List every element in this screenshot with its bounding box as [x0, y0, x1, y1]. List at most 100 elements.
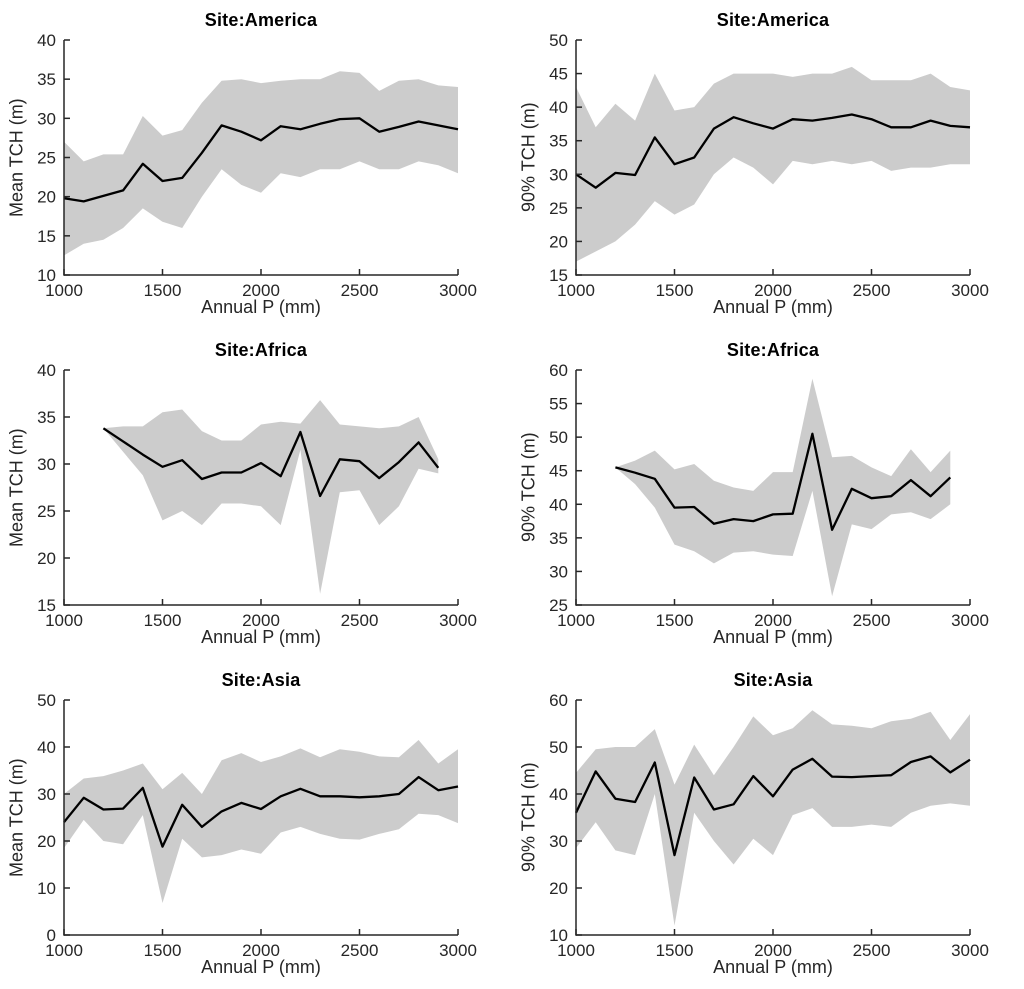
y-tick-label: 15 — [37, 227, 56, 246]
subplot-america-mean-tch: 1000 1500 2000 2500 3000 10 15 20 25 30 35 40 Site:… — [0, 0, 512, 330]
x-tick-label: 2000 — [242, 611, 280, 630]
y-axis-label: 90% TCH (m) — [518, 432, 539, 543]
y-tick-label: 45 — [549, 462, 568, 481]
x-tick-label: 2000 — [754, 941, 792, 960]
x-axis-label: Annual P (mm) — [201, 297, 321, 317]
y-axis-label: 90% TCH (m) — [518, 762, 539, 873]
x-axis-label: Annual P (mm) — [201, 957, 321, 977]
y-tick-label: 25 — [549, 596, 568, 615]
y-tick-label: 30 — [37, 109, 56, 128]
chart-title: Site:Asia — [221, 670, 301, 690]
confidence-band — [576, 710, 970, 926]
x-tick-label: 1000 — [557, 941, 595, 960]
mean-line — [63, 775, 459, 848]
subplot-africa-mean-tch: 1000 1500 2000 2500 3000 15 20 25 30 35 40 Site:Af… — [0, 330, 512, 660]
x-tick-label: 1500 — [656, 941, 694, 960]
y-tick-label: 10 — [37, 266, 56, 285]
y-tick-label: 30 — [549, 562, 568, 581]
x-axis-label: Annual P (mm) — [201, 627, 321, 647]
x-tick-label: 3000 — [951, 281, 989, 300]
y-tick-label: 15 — [549, 266, 568, 285]
plot-area-america-mean-tch: 1000 1500 2000 2500 3000 10 15 20 25 30 35 40 — [37, 31, 477, 300]
plot-area-asia-90pct-tch: 1000 1500 2000 2500 3000 10 20 30 40 50 60 — [549, 691, 989, 960]
y-tick-label: 40 — [37, 31, 56, 50]
x-tick-label: 2500 — [853, 941, 891, 960]
y-tick-label: 20 — [37, 832, 56, 851]
mean-line — [63, 117, 459, 203]
x-tick-label: 2000 — [242, 941, 280, 960]
y-tick-label: 40 — [37, 361, 56, 380]
x-tick-label: 3000 — [439, 611, 477, 630]
x-tick-label: 1000 — [557, 281, 595, 300]
x-tick-label: 1500 — [656, 281, 694, 300]
mean-line — [574, 755, 971, 857]
y-tick-label: 55 — [549, 395, 568, 414]
y-tick-label: 50 — [549, 738, 568, 757]
y-axis-label: Mean TCH (m) — [6, 98, 27, 217]
x-tick-label: 2500 — [341, 281, 379, 300]
y-tick-label: 40 — [37, 738, 56, 757]
y-axis-label: Mean TCH (m) — [6, 758, 27, 877]
y-tick-label: 20 — [549, 879, 568, 898]
x-tick-label: 1000 — [45, 941, 83, 960]
x-axis-label: Annual P (mm) — [713, 627, 833, 647]
confidence-band — [615, 378, 951, 597]
y-axis-label: 90% TCH (m) — [518, 102, 539, 213]
y-tick-label: 40 — [549, 785, 568, 804]
chart-title: Site:Asia — [733, 670, 813, 690]
x-tick-label: 2000 — [242, 281, 280, 300]
chart-title: Site:America — [204, 10, 318, 30]
y-tick-label: 10 — [549, 926, 568, 945]
x-tick-label: 1500 — [144, 941, 182, 960]
y-tick-label: 60 — [549, 361, 568, 380]
y-tick-label: 60 — [549, 691, 568, 710]
y-tick-label: 20 — [37, 188, 56, 207]
confidence-band — [64, 740, 458, 903]
mean-line — [575, 113, 971, 189]
confidence-band — [103, 400, 439, 594]
chart-title: Site:Africa — [726, 340, 820, 360]
y-tick-label: 50 — [549, 31, 568, 50]
x-tick-label: 1000 — [45, 611, 83, 630]
subplot-asia-90pct-tch: 1000 1500 2000 2500 3000 10 20 30 40 50 60 Site:As… — [512, 660, 1024, 989]
subplot-america-90pct-tch: 1000 1500 2000 2500 3000 15 20 25 30 35 40 45 50 Sit… — [512, 0, 1024, 330]
y-tick-label: 30 — [37, 455, 56, 474]
mean-line — [615, 432, 952, 531]
x-tick-label: 2500 — [853, 281, 891, 300]
x-tick-label: 1500 — [144, 611, 182, 630]
y-tick-label: 25 — [549, 199, 568, 218]
y-tick-label: 15 — [37, 596, 56, 615]
x-tick-label: 2500 — [341, 941, 379, 960]
x-tick-label: 3000 — [439, 281, 477, 300]
x-tick-label: 2000 — [754, 611, 792, 630]
y-tick-label: 20 — [549, 232, 568, 251]
y-tick-label: 20 — [37, 549, 56, 568]
chart-title: Site:America — [716, 10, 830, 30]
x-tick-label: 2500 — [341, 611, 379, 630]
y-tick-label: 25 — [37, 149, 56, 168]
confidence-band — [64, 71, 458, 256]
plot-area-africa-mean-tch: 1000 1500 2000 2500 3000 15 20 25 30 35 40 — [37, 361, 477, 630]
y-tick-label: 10 — [37, 879, 56, 898]
y-tick-label: 50 — [549, 428, 568, 447]
x-tick-label: 3000 — [439, 941, 477, 960]
x-tick-label: 3000 — [951, 611, 989, 630]
mean-line — [102, 427, 440, 498]
y-tick-label: 30 — [549, 832, 568, 851]
x-axis-label: Annual P (mm) — [713, 297, 833, 317]
plot-area-africa-90pct-tch: 1000 1500 2000 2500 3000 25 30 35 40 45 50 55 60 — [549, 361, 989, 630]
chart-title: Site:Africa — [214, 340, 308, 360]
x-tick-label: 1500 — [144, 281, 182, 300]
y-tick-label: 0 — [47, 926, 56, 945]
plot-area-america-90pct-tch: 1000 1500 2000 2500 3000 15 20 25 30 35 40 45 50 — [549, 31, 989, 300]
subplot-africa-90pct-tch: 1000 1500 2000 2500 3000 25 30 35 40 45 50 55 60 Sit… — [512, 330, 1024, 660]
y-tick-label: 30 — [549, 165, 568, 184]
y-tick-label: 35 — [549, 529, 568, 548]
x-axis-label: Annual P (mm) — [713, 957, 833, 977]
plot-area-asia-mean-tch: 1000 1500 2000 2500 3000 0 10 20 30 40 50 — [37, 691, 477, 960]
y-tick-label: 40 — [549, 495, 568, 514]
y-axis-label: Mean TCH (m) — [6, 428, 27, 547]
y-tick-label: 25 — [37, 502, 56, 521]
x-tick-label: 1500 — [656, 611, 694, 630]
